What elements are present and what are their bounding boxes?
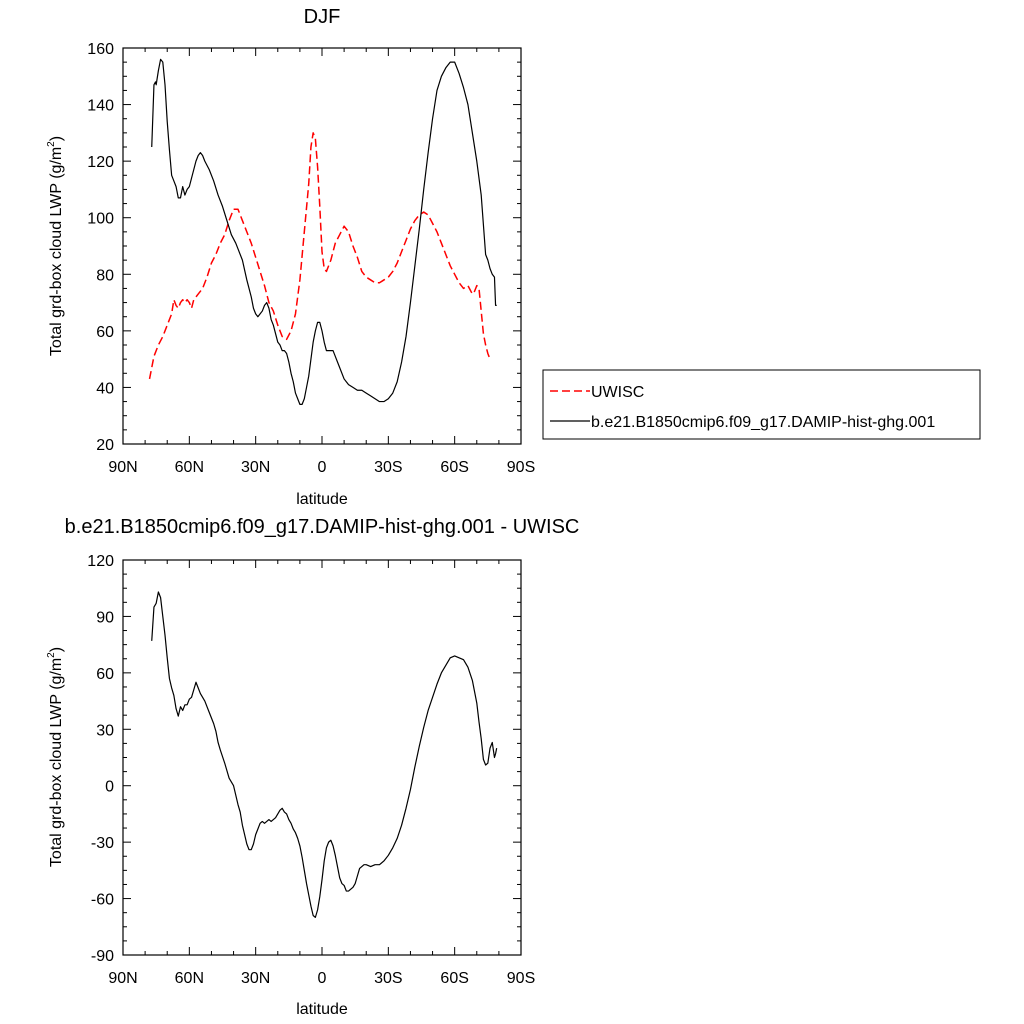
chart-panel-bottom: b.e21.B1850cmip6.f09_g17.DAMIP-hist-ghg.… — [46, 516, 579, 1018]
tick-marks — [122, 559, 522, 956]
x-tick-label: 60S — [440, 970, 468, 987]
y-axis-label-sup: 2 — [46, 141, 57, 147]
y-tick-label: -60 — [91, 892, 114, 909]
x-tick-label: 60S — [440, 459, 468, 476]
tick-labels: 90N 60N 30N 0 30S 60S 90S -90 -60 -30 0 30 60 90 120 — [87, 553, 535, 987]
y-axis-label-tail: ) — [48, 136, 65, 141]
y-tick-label: -30 — [91, 835, 114, 852]
chart-title: b.e21.B1850cmip6.f09_g17.DAMIP-hist-ghg.… — [65, 516, 580, 538]
plot-frame — [122, 559, 522, 956]
plot-frame — [122, 47, 522, 445]
x-tick-label: 30S — [374, 459, 402, 476]
y-tick-label: 60 — [96, 666, 114, 683]
x-axis-label: latitude — [296, 491, 348, 508]
y-tick-label: 100 — [87, 211, 114, 228]
series-line-model — [151, 591, 498, 918]
y-tick-label: 120 — [87, 154, 114, 171]
x-tick-label: 90S — [507, 970, 535, 987]
chart-panel-top: DJF 90N 60N 30N 0 30S 60S 90S 20 40 60 80 100 120 140… — [46, 6, 981, 508]
y-axis-label-tail: ) — [48, 647, 65, 652]
y-tick-label: 90 — [96, 609, 114, 626]
legend-label-model: b.e21.B1850cmip6.f09_g17.DAMIP-hist-ghg.… — [591, 414, 935, 431]
legend-box — [542, 369, 981, 440]
y-tick-label: -90 — [91, 948, 114, 965]
y-tick-label: 0 — [105, 779, 114, 796]
y-tick-label: 120 — [87, 553, 114, 570]
legend: UWISC b.e21.B1850cmip6.f09_g17.DAMIP-his… — [542, 369, 981, 440]
tick-labels: 90N 60N 30N 0 30S 60S 90S 20 40 60 80 100 120 140 160 — [87, 41, 535, 476]
legend-label-uwisc: UWISC — [591, 384, 644, 401]
y-axis-label: Total grd-box cloud LWP (g/m2) — [46, 136, 65, 356]
y-axis-label-main: Total grd-box cloud LWP (g/m — [48, 147, 65, 356]
y-tick-label: 140 — [87, 98, 114, 115]
chart-title: DJF — [304, 6, 341, 28]
x-tick-label: 0 — [318, 970, 327, 987]
x-axis-label: latitude — [296, 1001, 348, 1018]
tick-marks — [122, 47, 522, 445]
y-tick-label: 40 — [96, 380, 114, 397]
y-tick-label: 30 — [96, 722, 114, 739]
y-axis-label: Total grd-box cloud LWP (g/m2) — [46, 647, 65, 867]
y-axis-label-main: Total grd-box cloud LWP (g/m — [48, 658, 65, 867]
x-tick-label: 30S — [374, 970, 402, 987]
data-lines — [151, 591, 498, 918]
x-tick-label: 30N — [241, 459, 270, 476]
series-line-model — [151, 58, 497, 405]
x-tick-label: 60N — [175, 970, 204, 987]
x-tick-label: 60N — [175, 459, 204, 476]
x-tick-label: 0 — [318, 459, 327, 476]
x-tick-label: 90S — [507, 459, 535, 476]
y-tick-label: 60 — [96, 324, 114, 341]
x-tick-label: 90N — [108, 459, 137, 476]
y-axis-label-sup: 2 — [46, 652, 57, 658]
y-tick-label: 80 — [96, 267, 114, 284]
y-tick-label: 20 — [96, 437, 114, 454]
data-lines — [148, 58, 497, 405]
y-tick-label: 160 — [87, 41, 114, 58]
series-line-uwisc — [148, 132, 491, 380]
x-tick-label: 90N — [108, 970, 137, 987]
x-tick-label: 30N — [241, 970, 270, 987]
